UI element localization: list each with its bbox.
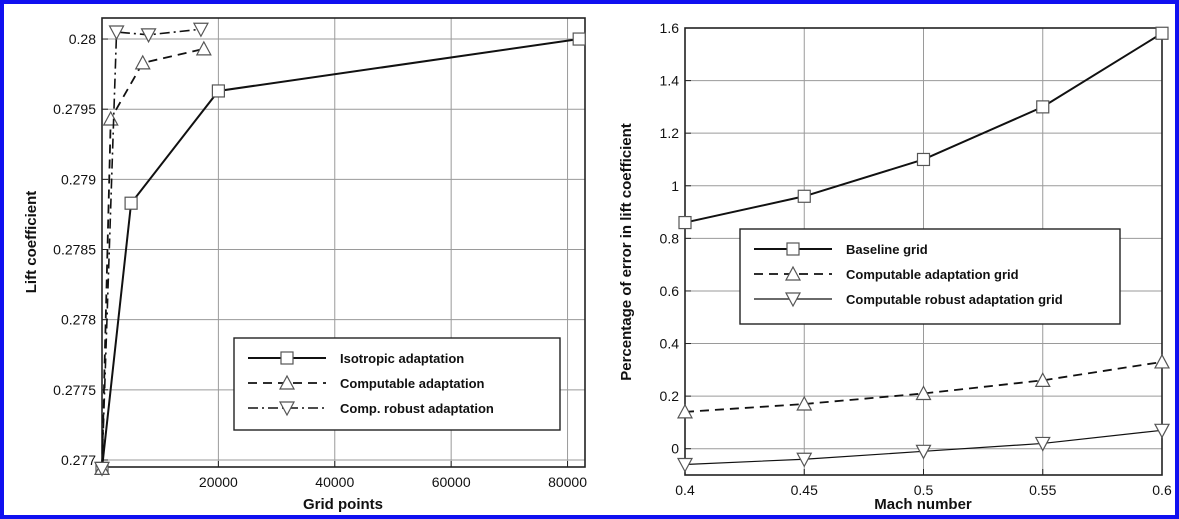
legend-marker bbox=[784, 292, 802, 308]
data-point bbox=[1034, 436, 1051, 452]
y-tick-label: 0.6 bbox=[660, 283, 680, 299]
data-point bbox=[124, 196, 138, 210]
y-tick-label: 1 bbox=[671, 178, 679, 194]
x-tick-label: 0.5 bbox=[914, 482, 934, 498]
y-axis-label: Lift coefficient bbox=[23, 191, 40, 294]
y-tick-label: 1.4 bbox=[660, 73, 680, 89]
y-tick-label: 0.28 bbox=[69, 31, 96, 47]
data-point bbox=[572, 32, 586, 46]
legend-box bbox=[739, 228, 1121, 325]
data-point bbox=[915, 385, 932, 401]
legend-label: Isotropic adaptation bbox=[340, 351, 464, 366]
x-tick-label: 40000 bbox=[315, 474, 354, 490]
data-point bbox=[796, 452, 813, 468]
legend-marker bbox=[786, 242, 800, 256]
y-tick-label: 1.2 bbox=[660, 125, 680, 141]
data-point bbox=[140, 28, 157, 44]
x-tick-label: 0.6 bbox=[1152, 482, 1172, 498]
x-tick-label: 80000 bbox=[548, 474, 587, 490]
y-tick-label: 0.8 bbox=[660, 230, 680, 246]
data-point bbox=[678, 215, 692, 230]
data-point bbox=[676, 457, 694, 473]
y-tick-label: 0.2795 bbox=[53, 101, 96, 117]
y-tick-label: 0.2 bbox=[660, 388, 680, 404]
x-tick-label: 20000 bbox=[199, 474, 238, 490]
x-tick-label: 0.4 bbox=[675, 482, 695, 498]
y-tick-label: 0.2775 bbox=[53, 382, 96, 398]
plot-area bbox=[101, 17, 586, 468]
legend-marker bbox=[278, 374, 296, 390]
legend-marker bbox=[278, 401, 296, 417]
data-point bbox=[1153, 353, 1171, 369]
legend-label: Baseline grid bbox=[846, 242, 928, 257]
legend: Isotropic adaptation Computable adaptatio… bbox=[233, 337, 561, 431]
y-tick-label: 0.278 bbox=[61, 312, 96, 328]
data-point bbox=[1153, 423, 1171, 439]
series-line bbox=[101, 47, 205, 469]
series-line bbox=[101, 38, 580, 469]
data-point bbox=[211, 84, 225, 98]
series-3 bbox=[93, 22, 209, 477]
y-tick-label: 1.6 bbox=[660, 20, 680, 36]
legend-label: Computable adaptation grid bbox=[846, 267, 1019, 282]
chart-1: 20000 40000 60000 80000 0.277 0.2775 0.278 0.27… bbox=[23, 17, 587, 513]
y-tick-label: 0.277 bbox=[61, 452, 96, 468]
series-3 bbox=[676, 423, 1171, 473]
x-axis-label: Grid points bbox=[303, 496, 383, 513]
data-point bbox=[797, 189, 811, 203]
y-tick-label: 0.4 bbox=[660, 336, 680, 352]
data-point bbox=[915, 444, 932, 460]
y-axis-label: Percentage of error in lift coefficient bbox=[618, 123, 635, 381]
data-point bbox=[676, 403, 694, 419]
y-tick-label: 0.279 bbox=[61, 171, 96, 187]
legend-label: Computable adaptation bbox=[340, 376, 485, 391]
data-point bbox=[1036, 100, 1050, 114]
legend: Baseline grid Computable adaptation grid C… bbox=[739, 228, 1121, 325]
legend-marker bbox=[280, 351, 294, 365]
data-point bbox=[195, 40, 212, 56]
data-point bbox=[93, 461, 111, 477]
series-line bbox=[684, 361, 1163, 413]
series-2 bbox=[676, 353, 1171, 419]
data-point bbox=[192, 22, 209, 38]
series-1 bbox=[678, 26, 1169, 230]
data-point bbox=[134, 54, 151, 70]
data-point bbox=[916, 152, 931, 167]
x-tick-label: 0.45 bbox=[791, 482, 818, 498]
series-2 bbox=[93, 40, 212, 476]
chart-2: 0.4 0.45 0.5 0.55 0.6 0 0.2 0.4 0.6 0.8 1 1.2 1.4 1.6… bbox=[618, 20, 1172, 513]
x-axis-label: Mach number bbox=[874, 496, 972, 513]
legend-label: Computable robust adaptation grid bbox=[846, 292, 1063, 307]
legend-label: Comp. robust adaptation bbox=[340, 401, 494, 416]
legend-marker bbox=[784, 265, 802, 281]
x-tick-label: 0.55 bbox=[1029, 482, 1056, 498]
data-point bbox=[1155, 26, 1169, 40]
data-point bbox=[796, 395, 813, 411]
data-point bbox=[108, 25, 125, 41]
y-tick-label: 0 bbox=[671, 441, 679, 457]
x-tick-label: 60000 bbox=[432, 474, 471, 490]
data-point bbox=[1034, 372, 1051, 387]
series-line bbox=[101, 28, 202, 469]
data-point bbox=[102, 110, 119, 126]
y-tick-label: 0.2785 bbox=[53, 242, 96, 258]
